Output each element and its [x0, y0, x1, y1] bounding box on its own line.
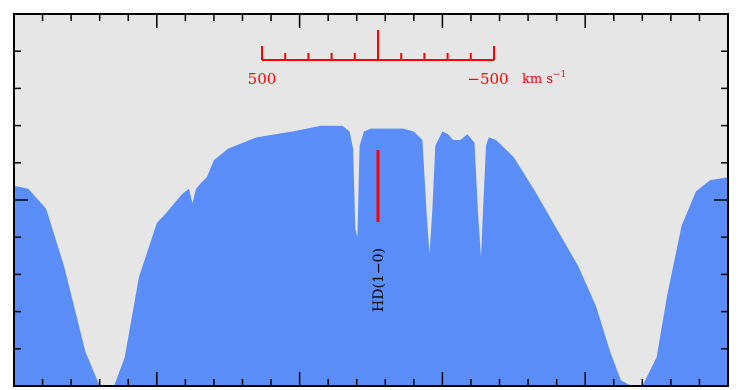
velocity-scale-right-label: −500 [467, 70, 508, 88]
axis-ticks [14, 14, 728, 386]
velocity-scale-ticks [261, 30, 495, 60]
velocity-scale-left-label: 500 [248, 70, 277, 88]
velocity-scale-bar: 500 −500 km s−1 [248, 30, 566, 88]
velocity-unit-text: km s [522, 72, 553, 87]
velocity-unit-label: km s−1 [522, 70, 566, 87]
velocity-unit-exponent: −1 [553, 70, 566, 80]
line-marker-label: HD(1−0) [371, 248, 387, 312]
spectrum-area [14, 125, 728, 386]
plot-frame [13, 13, 729, 387]
